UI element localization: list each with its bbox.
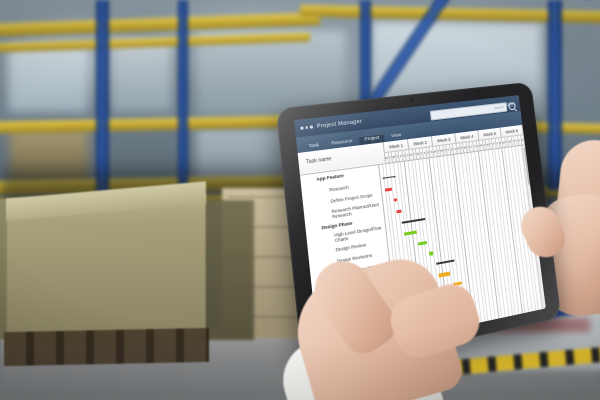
gantt-bar-task[interactable] (396, 209, 402, 214)
gantt-bar-task[interactable] (418, 240, 428, 246)
camera-icon (409, 98, 413, 102)
gantt-bar-summary[interactable] (436, 259, 455, 265)
rack-upright (178, 0, 188, 205)
gantt-bar-milestone[interactable] (393, 197, 398, 202)
search-placeholder: Search (493, 105, 505, 111)
gantt-bar-task[interactable] (403, 230, 417, 237)
pallet-goods (112, 40, 172, 112)
wooden-pallet (4, 327, 209, 367)
rack-upright (548, 0, 562, 190)
gantt-bar-task[interactable] (384, 187, 393, 192)
app-title: Project Manager (316, 118, 363, 130)
gantt-bar-summary[interactable] (382, 175, 396, 179)
gantt-bar-summary[interactable] (401, 218, 426, 224)
pallet-goods (8, 46, 88, 112)
gantt-bar-task[interactable] (429, 251, 434, 256)
rack-upright (360, 0, 371, 150)
search-icon[interactable] (508, 102, 517, 111)
gantt-bar-task[interactable] (438, 271, 451, 278)
window-controls[interactable] (300, 125, 313, 130)
